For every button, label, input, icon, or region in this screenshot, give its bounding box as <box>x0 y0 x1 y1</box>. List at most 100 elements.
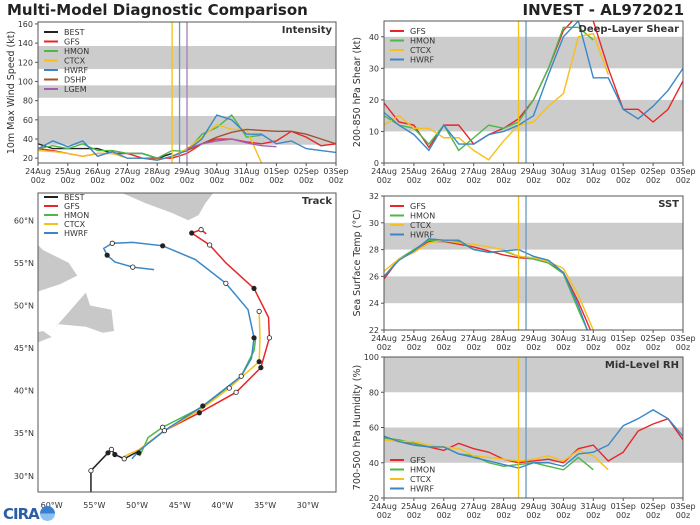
chart-2: 22242628303224Aug00z25Aug00z26Aug00z27Au… <box>352 192 696 352</box>
y-tick-label: 100 <box>364 353 379 362</box>
track-marker <box>226 385 232 391</box>
y-tick-label: 20 <box>369 96 379 105</box>
panel-title: Intensity <box>282 25 333 36</box>
x-tick-label: 29Aug <box>174 167 200 176</box>
landmass <box>55 292 114 333</box>
x-tick-label: 00z <box>526 343 540 352</box>
x-tick-label: 00z <box>407 511 421 520</box>
y-tick-label: 20 <box>23 154 33 163</box>
x-tick-label: 27Aug <box>461 334 487 343</box>
y-tick-label: 30 <box>369 64 379 73</box>
x-tick-label: 02Sep <box>640 334 665 343</box>
y-tick-label: 120 <box>18 58 33 67</box>
x-tick-label: 00z <box>377 343 391 352</box>
series-line-hwrf <box>384 409 683 469</box>
shaded-band <box>384 357 683 393</box>
x-tick-label: 00z <box>120 176 134 185</box>
chart-3: 2040608010024Aug00z25Aug00z26Aug00z27Aug… <box>352 353 696 520</box>
x-tick-label: 28Aug <box>491 502 517 511</box>
y-tick-label: 10 <box>369 127 379 136</box>
cira-logo: CIRA <box>3 505 55 523</box>
y-tick-label: 40 <box>369 33 379 42</box>
x-tick-label: 00z <box>210 176 224 185</box>
x-tick-label: 00z <box>239 176 253 185</box>
x-tick-label: 28Aug <box>491 167 517 176</box>
y-axis-label: Sea Surface Temp (°C) <box>352 209 363 316</box>
legend-label: HWRF <box>64 66 88 75</box>
x-tick-label: 00z <box>61 176 75 185</box>
lat-tick-label: 55°N <box>14 259 34 268</box>
x-tick-label: 00z <box>646 343 660 352</box>
x-tick-label: 00z <box>437 176 451 185</box>
landmass <box>121 193 214 221</box>
x-tick-label: 26Aug <box>431 167 457 176</box>
panel-title: Mid-Level RH <box>605 360 679 371</box>
x-tick-label: 02Sep <box>294 167 319 176</box>
legend-label: GFS <box>64 202 80 211</box>
x-tick-label: 00z <box>556 511 570 520</box>
x-tick-label: 00z <box>329 176 343 185</box>
y-tick-label: 100 <box>18 77 33 86</box>
axes-frame <box>37 21 337 164</box>
x-tick-label: 00z <box>586 343 600 352</box>
legend-label: DSHP <box>64 76 86 85</box>
series-group <box>384 238 594 330</box>
track-marker <box>196 410 202 416</box>
landmass <box>38 331 52 343</box>
x-tick-label: 31Aug <box>580 502 606 511</box>
y-tick-label: 80 <box>23 97 33 106</box>
shaded-band <box>384 276 683 304</box>
x-tick-label: 26Aug <box>431 502 457 511</box>
x-tick-label: 00z <box>496 343 510 352</box>
legend-label: HMON <box>410 466 435 475</box>
legend-label: HMON <box>64 47 89 56</box>
y-tick-label: 140 <box>18 39 33 48</box>
series-line-hmon <box>384 437 594 471</box>
x-tick-label: 00z <box>437 511 451 520</box>
legend-label: BEST <box>64 28 85 37</box>
series-line-hwrf <box>384 21 683 152</box>
lat-tick-label: 40°N <box>14 387 34 396</box>
legend-label: CTCX <box>64 220 86 229</box>
track-marker <box>223 280 229 286</box>
x-tick-label: 00z <box>180 176 194 185</box>
legend-label: HWRF <box>410 231 434 240</box>
lon-tick-label: 60°W <box>41 501 63 510</box>
track-marker <box>105 450 111 456</box>
x-tick-label: 00z <box>676 343 690 352</box>
land-group <box>38 193 214 343</box>
series-group <box>384 409 683 471</box>
track-marker <box>108 446 115 453</box>
x-tick-label: 26Aug <box>85 167 111 176</box>
legend-label: LGEM <box>64 85 87 94</box>
lon-tick-label: 35°W <box>254 501 276 510</box>
x-tick-label: 00z <box>467 176 481 185</box>
legend-label: BEST <box>64 193 85 202</box>
track-marker <box>251 335 257 341</box>
globe-icon <box>39 506 55 521</box>
chart-track: 60°W 55°W 50°W 45°W 40°W 35°W 30°W 30°N 35°N 40°N… <box>14 192 337 510</box>
y-tick-label: 40 <box>369 459 379 468</box>
y-tick-label: 160 <box>18 20 33 29</box>
x-tick-label: 00z <box>150 176 164 185</box>
track-line-ctcx <box>123 311 261 457</box>
x-tick-label: 31Aug <box>580 334 606 343</box>
x-tick-label: 02Sep <box>640 167 665 176</box>
x-tick-label: 30Aug <box>204 167 230 176</box>
x-tick-label: 00z <box>31 176 45 185</box>
legend-label: CTCX <box>64 57 86 66</box>
x-tick-label: 27Aug <box>461 167 487 176</box>
legend-label: GFS <box>410 456 426 465</box>
track-marker <box>233 389 239 395</box>
legend-label: CTCX <box>410 221 432 230</box>
y-tick-label: 32 <box>369 192 379 201</box>
axes-frame <box>37 192 337 493</box>
series-line-hmon <box>384 26 594 152</box>
x-tick-label: 03Sep <box>670 167 695 176</box>
x-tick-label: 00z <box>646 176 660 185</box>
series-line-hmon <box>38 114 262 159</box>
panel-title: SST <box>658 199 679 210</box>
x-tick-label: 29Aug <box>521 334 547 343</box>
x-tick-label: 00z <box>676 176 690 185</box>
x-tick-label: 27Aug <box>461 502 487 511</box>
